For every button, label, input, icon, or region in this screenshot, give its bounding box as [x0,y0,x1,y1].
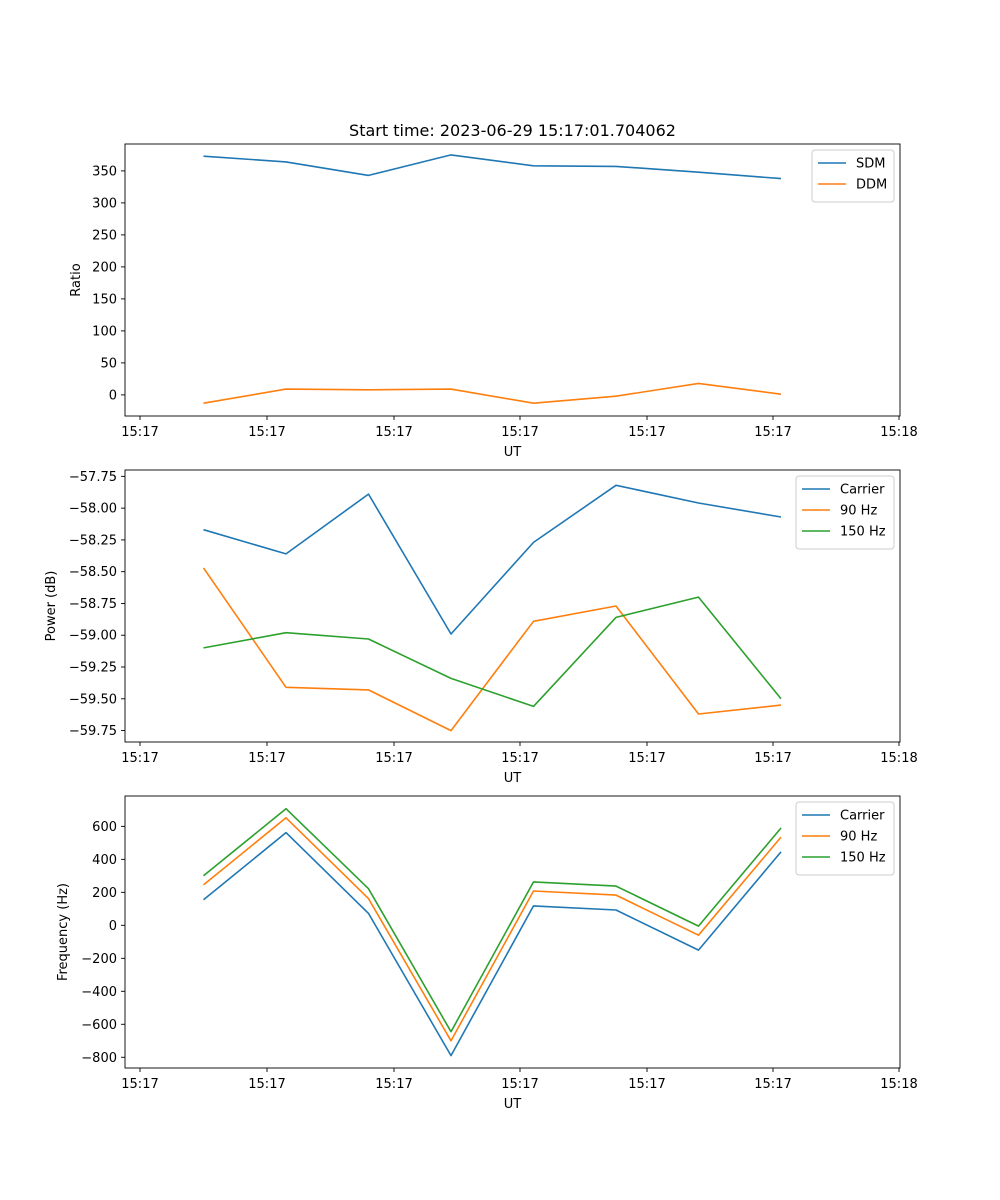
legend-label-90-hz: 90 Hz [840,830,877,845]
series-line-90-hz [202,816,782,1042]
y-tick-label: 300 [92,196,117,211]
legend-label-150-hz: 150 Hz [840,525,886,540]
y-tick-label: 0 [109,919,117,934]
y-tick-label: 0 [109,388,117,403]
legend: Carrier 90 Hz 150 Hz [795,801,895,876]
y-tick-label: −58.00 [69,502,117,517]
x-tick-label: 15:17 [121,425,158,440]
y-tick-label: −600 [81,1018,117,1033]
y-tick-label: −200 [81,952,117,967]
y-tick-label: 200 [92,260,117,275]
y-axis-label: Frequency (Hz) [56,883,71,981]
axes-frame [124,469,901,743]
y-tick-label: 50 [100,356,117,371]
y-tick-label: −57.75 [69,470,117,485]
x-tick-label: 15:18 [880,1077,917,1092]
y-axis-label: Ratio [69,263,84,296]
legend-label-sdm: SDM [856,157,885,172]
x-tick-label: 15:17 [121,751,158,766]
legend-label-90-hz: 90 Hz [840,504,877,519]
x-axis-label: UT [504,445,522,460]
y-tick-label: −58.75 [69,597,117,612]
x-tick-label: 15:17 [248,751,285,766]
x-tick-label: 15:17 [754,425,791,440]
x-tick-label: 15:17 [501,1077,538,1092]
y-tick-label: 400 [92,853,117,868]
y-tick-label: −800 [81,1051,117,1066]
x-tick-label: 15:17 [375,751,412,766]
x-tick-label: 15:17 [375,425,412,440]
x-tick-label: 15:17 [628,1077,665,1092]
series-line-150-hz [203,596,782,708]
chart-title: Start time: 2023-06-29 15:17:01.704062 [349,121,676,140]
y-tick-label: −58.25 [69,533,117,548]
series-line-sdm [203,154,782,180]
x-tick-label: 15:17 [501,751,538,766]
y-tick-label: 200 [92,886,117,901]
x-tick-label: 15:18 [880,751,917,766]
series-line-carrier [203,484,782,635]
x-tick-label: 15:17 [754,1077,791,1092]
y-tick-label: 250 [92,228,117,243]
y-axis-label: Power (dB) [44,571,59,642]
series-line-90-hz [202,567,782,732]
x-tick-label: 15:17 [121,1077,158,1092]
y-tick-label: −59.50 [69,692,117,707]
y-tick-label: 150 [92,292,117,307]
series-line-150-hz [202,807,782,1033]
legend: Carrier 90 Hz 150 Hz [795,475,895,550]
subplot-3: 15:17 15:17 15:17 15:17 15:17 15:17 15:18 −800 −… [56,795,918,1112]
y-tick-label: −400 [81,985,117,1000]
legend-label-ddm: DDM [856,178,887,193]
y-tick-label: −59.75 [69,724,117,739]
subplot-1: 15:17 15:17 15:17 15:17 15:17 15:17 15:18 0 50 10… [69,143,918,460]
legend-label-carrier: Carrier [840,483,885,498]
x-tick-label: 15:17 [375,1077,412,1092]
y-tick-label: −59.25 [69,661,117,676]
y-tick-label: 600 [92,820,117,835]
axes-frame [124,143,901,417]
x-tick-label: 15:17 [501,425,538,440]
legend-label-150-hz: 150 Hz [840,851,886,866]
subplot-2: 15:17 15:17 15:17 15:17 15:17 15:17 15:18 −59.7… [44,469,918,786]
x-tick-label: 15:18 [880,425,917,440]
series-line-carrier [202,831,782,1057]
x-tick-label: 15:17 [754,751,791,766]
y-tick-label: −59.00 [69,629,117,644]
x-tick-label: 15:17 [628,425,665,440]
y-tick-label: 350 [92,164,117,179]
y-tick-label: 100 [92,324,117,339]
axes-frame [124,795,901,1069]
legend: SDM DDM [811,149,895,203]
x-tick-label: 15:17 [248,425,285,440]
x-axis-label: UT [504,771,522,786]
x-tick-label: 15:17 [248,1077,285,1092]
x-axis-label: UT [504,1097,522,1112]
x-tick-label: 15:17 [628,751,665,766]
series-line-ddm [203,382,782,405]
y-tick-label: −58.50 [69,565,117,580]
legend-label-carrier: Carrier [840,809,885,824]
